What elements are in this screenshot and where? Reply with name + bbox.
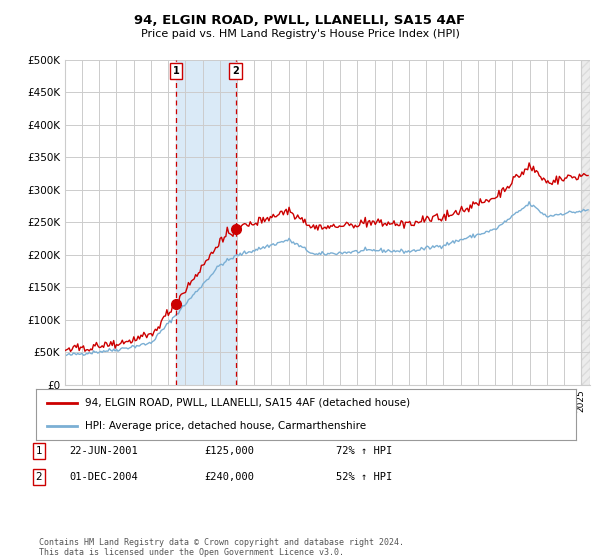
Text: 1: 1 <box>35 446 43 456</box>
Text: 94, ELGIN ROAD, PWLL, LLANELLI, SA15 4AF: 94, ELGIN ROAD, PWLL, LLANELLI, SA15 4AF <box>134 14 466 27</box>
Text: 94, ELGIN ROAD, PWLL, LLANELLI, SA15 4AF (detached house): 94, ELGIN ROAD, PWLL, LLANELLI, SA15 4AF… <box>85 398 410 408</box>
Text: 22-JUN-2001: 22-JUN-2001 <box>69 446 138 456</box>
Bar <box>176 60 236 385</box>
Text: £125,000: £125,000 <box>204 446 254 456</box>
Text: HPI: Average price, detached house, Carmarthenshire: HPI: Average price, detached house, Carm… <box>85 421 366 431</box>
Text: 72% ↑ HPI: 72% ↑ HPI <box>336 446 392 456</box>
Text: 01-DEC-2004: 01-DEC-2004 <box>69 472 138 482</box>
Text: Price paid vs. HM Land Registry's House Price Index (HPI): Price paid vs. HM Land Registry's House … <box>140 29 460 39</box>
Text: 1: 1 <box>173 67 179 76</box>
Text: £240,000: £240,000 <box>204 472 254 482</box>
Text: 2: 2 <box>35 472 43 482</box>
Bar <box>581 60 590 385</box>
Text: 52% ↑ HPI: 52% ↑ HPI <box>336 472 392 482</box>
Text: Contains HM Land Registry data © Crown copyright and database right 2024.
This d: Contains HM Land Registry data © Crown c… <box>39 538 404 557</box>
Text: 2: 2 <box>232 67 239 76</box>
